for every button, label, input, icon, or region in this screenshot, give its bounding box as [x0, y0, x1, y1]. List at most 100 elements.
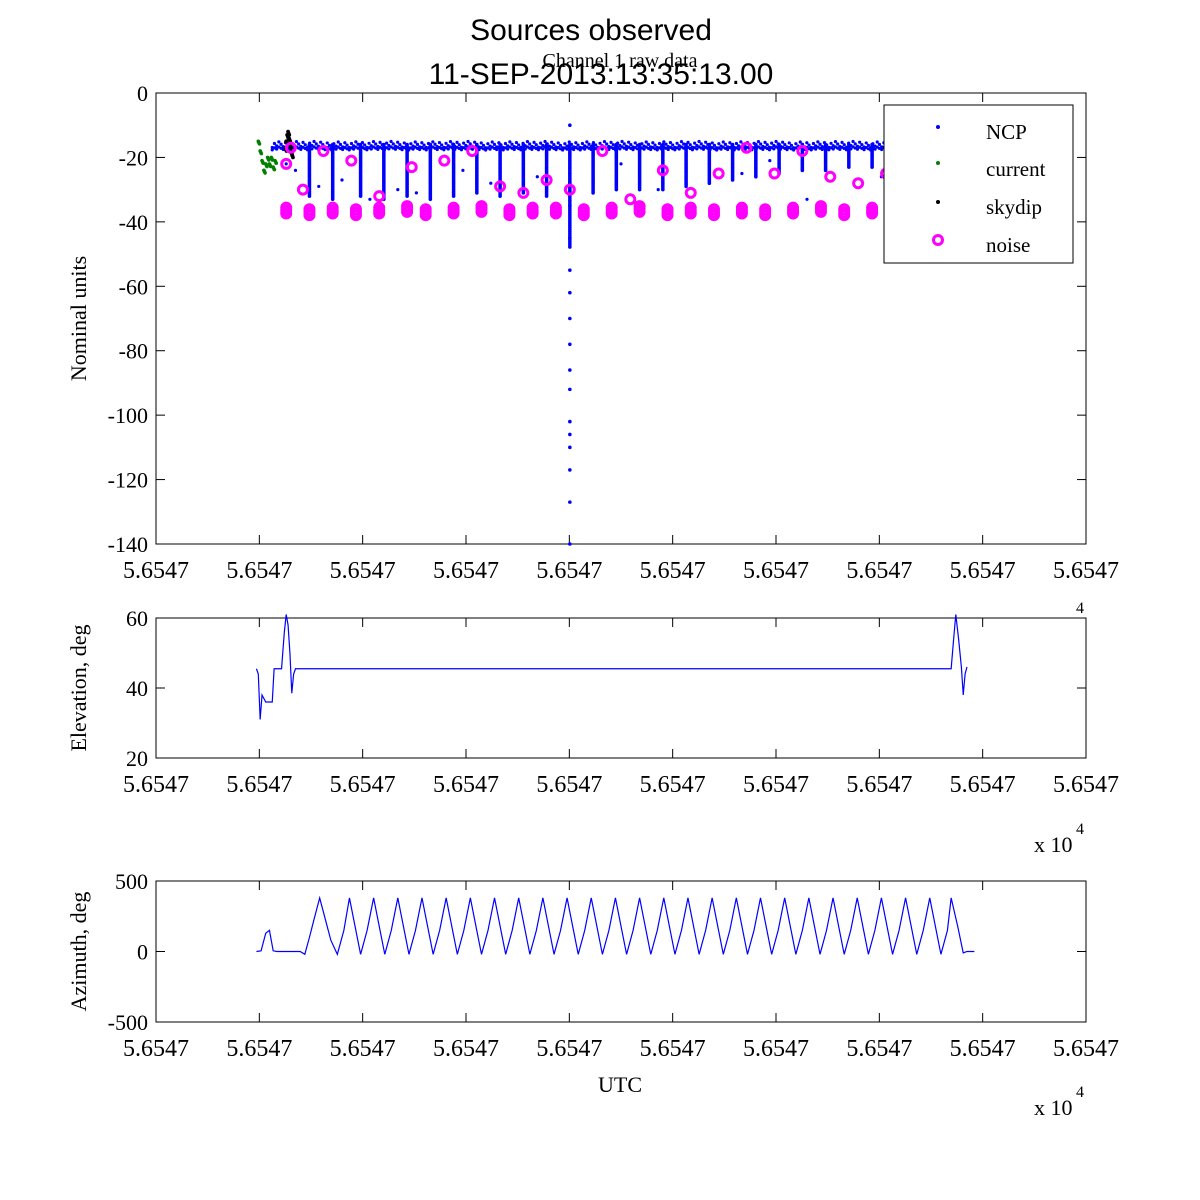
elev-xtick-label: 5.6547	[743, 772, 809, 798]
ncp-point	[619, 162, 623, 166]
figure-title-line2: 11-SEP-2013:13:35:13.00	[429, 58, 774, 91]
ncp-point	[765, 143, 769, 147]
ncp-point	[833, 140, 838, 144]
ncp-point	[510, 142, 514, 146]
ncp-point	[294, 140, 299, 144]
ncp-point	[389, 139, 393, 144]
ncp-point	[481, 143, 486, 147]
ncp-spike-point	[568, 342, 572, 347]
ncp-point	[794, 142, 798, 146]
ncp-point	[877, 142, 882, 147]
ncp-point	[598, 141, 602, 145]
ncp-point	[811, 141, 816, 146]
elev-axes-box	[155, 617, 1087, 759]
elevation-panel: 5.6547 5.6547 5.6547 5.6547 5.6547 5.6547 5.65…	[66, 600, 1119, 798]
ncp-point	[818, 142, 822, 146]
noise-point	[708, 203, 720, 216]
noise-point	[787, 201, 800, 214]
ncp-point	[541, 147, 545, 151]
ncp-point	[666, 147, 670, 152]
ncp-point	[270, 148, 274, 152]
legend-ncp-marker	[936, 125, 940, 129]
ncp-point	[831, 147, 835, 151]
legend-ncp-label: NCP	[986, 120, 1027, 144]
ncp-point	[340, 178, 344, 182]
raw-xtick-label: 5.6547	[330, 558, 396, 584]
ncp-spike-point	[568, 268, 572, 272]
ncp-dip-point	[451, 194, 456, 198]
azim-ytick-label: 500	[115, 869, 148, 894]
ncp-point	[468, 142, 472, 146]
ncp-point	[662, 140, 666, 144]
ncp-point	[448, 140, 453, 144]
ncp-point	[701, 147, 706, 151]
ncp-point	[653, 143, 657, 147]
raw-ylabel: Nominal units	[66, 256, 91, 381]
ncp-point	[574, 141, 578, 145]
ncp-point	[367, 141, 371, 145]
ncp-point	[492, 142, 497, 147]
azim-xtick-label: 5.6547	[123, 1036, 189, 1062]
ncp-dip-point	[475, 191, 479, 195]
ncp-point	[734, 141, 739, 146]
azim-xtick-label: 5.6547	[743, 1036, 809, 1062]
noise-point	[373, 190, 386, 203]
ncp-point	[279, 142, 283, 146]
ncp-point	[297, 142, 301, 146]
current-point	[274, 161, 279, 166]
ncp-point	[651, 141, 655, 145]
ncp-point	[528, 142, 532, 146]
raw-xtick-label: 5.6547	[743, 558, 809, 584]
ncp-point	[400, 148, 404, 152]
azim-xtick-label: 5.6547	[536, 1036, 602, 1062]
ncp-point	[772, 147, 776, 151]
ncp-point	[740, 171, 744, 176]
noise-point	[768, 167, 781, 180]
ncp-point	[556, 141, 560, 145]
ncp-point	[781, 140, 785, 144]
ncp-point	[827, 148, 831, 152]
ncp-point	[805, 197, 809, 201]
azim-ylabel: Azimuth, deg	[66, 892, 91, 1012]
ncp-point	[277, 140, 281, 144]
ncp-point	[679, 140, 684, 144]
ncp-point	[314, 142, 318, 146]
ncp-point	[717, 142, 721, 146]
legend-current-label: current	[986, 157, 1046, 181]
raw-xtick-label: 5.6547	[433, 558, 499, 584]
ncp-point	[398, 142, 402, 147]
ncp-dip-point	[707, 181, 712, 185]
ncp-point	[853, 142, 857, 146]
azimuth-x-exponent-power: 4	[1076, 1084, 1084, 1101]
ncp-point	[462, 141, 466, 145]
ncp-point	[675, 141, 679, 145]
current-point	[257, 142, 262, 146]
noise-point	[349, 203, 362, 216]
ncp-point	[583, 147, 587, 151]
azim-xtick-label: 5.6547	[640, 1036, 706, 1062]
ncp-point	[440, 143, 444, 147]
ncp-point	[435, 147, 439, 152]
ncp-dip-point	[307, 194, 312, 198]
noise-point	[605, 201, 618, 214]
raw-ytick-label: -80	[119, 339, 148, 364]
elev-xtick-label: 5.6547	[640, 772, 706, 798]
ncp-point	[506, 147, 510, 151]
ncp-point	[466, 139, 470, 144]
ncp-spike-point	[568, 500, 572, 504]
noise-point	[735, 201, 748, 214]
ncp-point	[580, 141, 585, 146]
ncp-point	[649, 147, 653, 152]
ncp-point	[303, 143, 307, 147]
noise-point	[540, 173, 553, 186]
legend-noise-marker	[932, 234, 944, 246]
ncp-point	[873, 147, 877, 151]
ncp-point	[611, 143, 615, 147]
ncp-point	[473, 140, 477, 144]
ncp-point	[457, 143, 461, 147]
ncp-point	[558, 143, 563, 147]
current-point	[265, 164, 269, 169]
azim-xtick-label: 5.6547	[226, 1036, 292, 1062]
ncp-dip-point	[498, 194, 502, 198]
ncp-point	[816, 140, 820, 144]
